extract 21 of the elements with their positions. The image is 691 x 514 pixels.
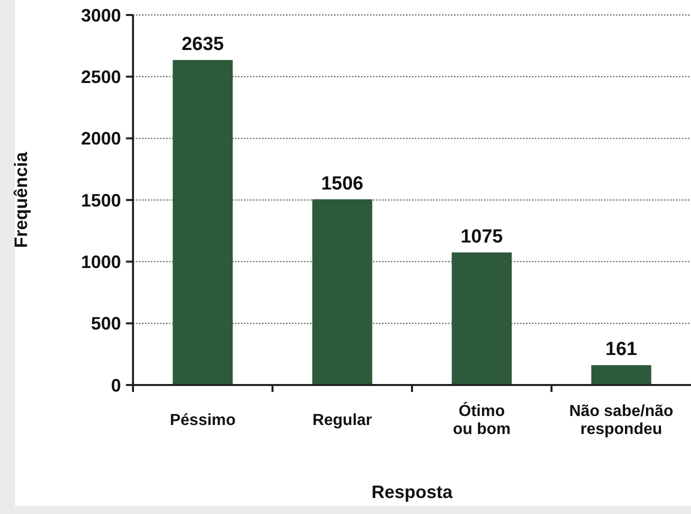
x-tick-label: Não sabe/não respondeu xyxy=(569,403,674,438)
x-tick-label: Ótimo ou bom xyxy=(452,401,511,438)
y-tick-label: 1000 xyxy=(80,252,121,272)
y-tick-label: 2500 xyxy=(80,66,121,87)
data-label: 1075 xyxy=(460,226,504,248)
y-axis-title: Frequência xyxy=(11,150,31,248)
y-tick-label: 500 xyxy=(90,314,121,334)
y-tick-label: 3000 xyxy=(80,5,121,26)
data-label: 161 xyxy=(605,339,638,360)
x-tick-label: Péssimo xyxy=(170,412,236,429)
y-tick-label: 2000 xyxy=(80,128,121,149)
bar xyxy=(591,365,652,385)
bar xyxy=(172,60,233,385)
y-tick-label: 1500 xyxy=(80,190,121,210)
bar xyxy=(452,252,512,385)
data-label: 2635 xyxy=(182,34,224,56)
y-tick-label: 0 xyxy=(110,375,121,396)
x-tick-label: Regular xyxy=(312,412,372,429)
x-axis-title: Resposta xyxy=(371,482,454,502)
data-label: 1506 xyxy=(321,173,364,194)
bar xyxy=(312,199,372,385)
